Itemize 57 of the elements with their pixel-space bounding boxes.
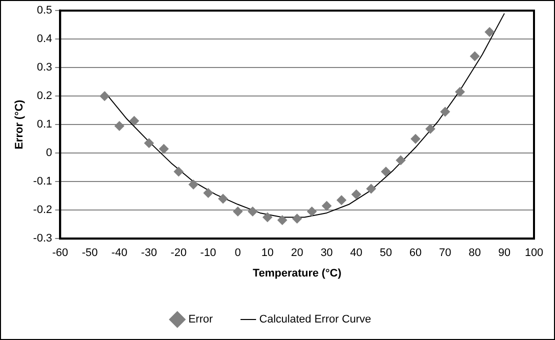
x-tick-label: 10: [261, 247, 274, 260]
point: [470, 51, 480, 62]
point: [322, 200, 332, 211]
point: [440, 106, 450, 117]
y-axis-title: Error (°C): [14, 99, 26, 150]
y-tick-label: 0.2: [36, 90, 52, 102]
point: [232, 206, 243, 217]
x-tick-label: 30: [320, 247, 333, 260]
point: [114, 121, 124, 132]
point: [366, 184, 376, 194]
y-tick-label: 0.4: [36, 33, 52, 46]
x-tick-label: 70: [439, 247, 452, 260]
x-axis-title: Temperature (°C): [252, 267, 342, 280]
y-tick-label: -0.3: [33, 232, 52, 245]
point: [336, 195, 346, 206]
y-tick-label: 0.3: [36, 62, 52, 74]
point: [454, 86, 465, 97]
point: [484, 26, 495, 37]
x-tick-label: -30: [141, 247, 157, 260]
point: [158, 144, 169, 154]
x-tick-label: 50: [380, 247, 392, 260]
x-tick-label: 20: [290, 247, 304, 260]
point: [144, 138, 154, 148]
point: [425, 124, 436, 134]
point: [292, 214, 302, 224]
y-tick-label: 0: [46, 147, 52, 160]
x-tick-label: -10: [200, 247, 216, 260]
x-tick-label: 60: [409, 247, 422, 260]
point: [188, 179, 198, 190]
x-tick-label: -20: [170, 247, 187, 260]
y-tick-label: -0.1: [33, 176, 52, 188]
point: [262, 212, 272, 222]
point: [100, 91, 110, 102]
x-tick-label: -50: [82, 247, 98, 260]
legend-label: Error: [188, 314, 214, 326]
x-tick-label: 40: [350, 247, 362, 260]
x-tick-label: -60: [52, 247, 68, 260]
point: [351, 189, 362, 200]
point: [380, 166, 391, 177]
point: [306, 206, 317, 217]
x-tick-label: 80: [468, 247, 481, 260]
point: [396, 155, 406, 166]
point: [248, 206, 258, 217]
x-tick-label: 0: [234, 247, 241, 260]
y-tick-label: -0.2: [33, 204, 52, 216]
point: [203, 188, 214, 198]
x-tick-label: -40: [111, 247, 128, 260]
point: [410, 134, 421, 144]
point: [129, 116, 140, 126]
point: [277, 215, 288, 226]
point: [174, 166, 184, 177]
point: [218, 194, 228, 204]
y-tick-label: 0.5: [36, 4, 52, 17]
y-tick-label: 0.1: [36, 118, 52, 131]
x-tick-label: 90: [498, 247, 511, 260]
legend-label: Calculated Error Curve: [259, 314, 372, 326]
x-tick-label: 100: [524, 247, 544, 260]
